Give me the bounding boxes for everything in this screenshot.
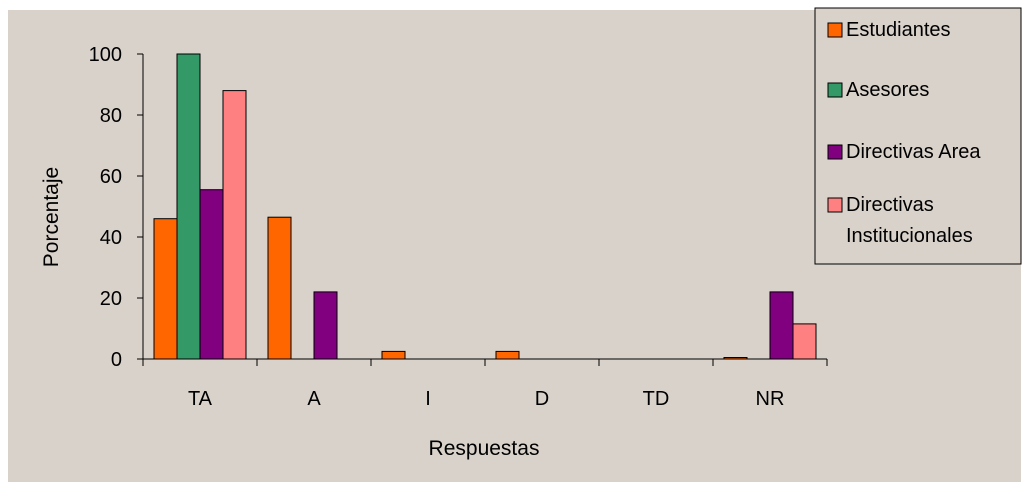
- x-tick-label: I: [425, 388, 431, 410]
- bar-directivas-area-nr: [769, 291, 794, 360]
- legend-swatch-directivas-institucionales: [827, 197, 843, 213]
- legend-label: Estudiantes: [846, 19, 951, 41]
- y-axis-title: Porcentaje: [40, 167, 63, 267]
- legend-box: [814, 7, 1022, 265]
- y-tick-label: 60: [100, 166, 122, 188]
- bar-asesores-ta: [176, 53, 201, 360]
- bar-estudiantes-i: [381, 350, 406, 360]
- legend: Estudiantes Asesores Directivas Area Direct…: [814, 7, 1022, 265]
- y-tick-label: 80: [100, 105, 122, 127]
- legend-swatch-estudiantes: [827, 22, 843, 38]
- x-tick-label: TA: [188, 388, 213, 410]
- x-axis-title: Respuestas: [429, 437, 540, 460]
- legend-label: Institucionales: [846, 225, 973, 247]
- bar-directivas-institucionales-ta: [222, 90, 247, 360]
- legend-label: Directivas Area: [846, 141, 981, 163]
- y-tick-label: 100: [89, 44, 122, 66]
- x-tick-label: D: [535, 388, 549, 410]
- legend-swatch-asesores: [827, 82, 843, 98]
- x-tick-label: NR: [756, 388, 785, 410]
- bar-estudiantes-d: [495, 350, 520, 360]
- bar-directivas-institucionales-nr: [792, 323, 817, 360]
- axes: 0 20 40 60 80 100 TA A I D TD NR: [89, 44, 828, 410]
- y-tick-label: 0: [111, 349, 122, 371]
- x-tick-label: TD: [643, 388, 670, 410]
- legend-label: Directivas: [846, 194, 934, 216]
- bar-estudiantes-a: [267, 216, 292, 360]
- legend-swatch-directivas-area: [827, 144, 843, 160]
- y-tick-label: 40: [100, 227, 122, 249]
- bar-directivas-area-ta: [199, 189, 224, 360]
- x-tick-label: A: [307, 388, 321, 410]
- bar-estudiantes-ta: [153, 218, 178, 360]
- bar-directivas-area-a: [313, 291, 338, 360]
- legend-label: Asesores: [846, 79, 929, 101]
- y-tick-label: 20: [100, 288, 122, 310]
